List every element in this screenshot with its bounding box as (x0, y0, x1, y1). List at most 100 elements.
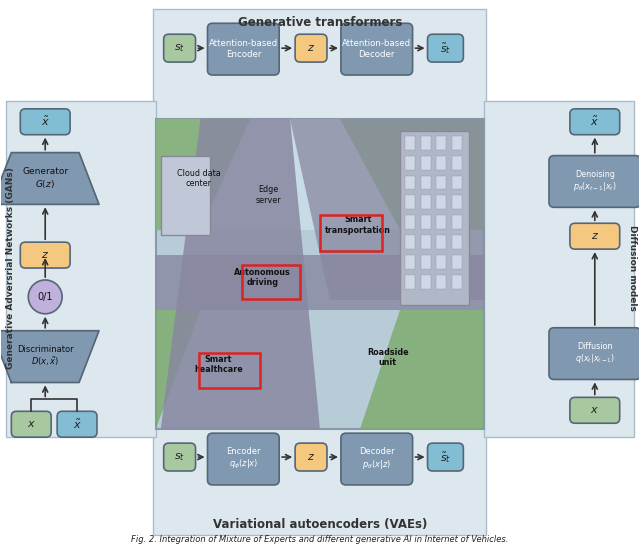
Bar (420, 255, 431, 269)
Bar (452, 255, 462, 269)
Bar (436, 275, 447, 289)
FancyBboxPatch shape (549, 156, 640, 207)
FancyBboxPatch shape (12, 412, 51, 437)
Bar (452, 235, 462, 249)
FancyBboxPatch shape (549, 328, 640, 379)
FancyBboxPatch shape (570, 223, 620, 249)
Bar (404, 196, 415, 209)
Bar (436, 235, 447, 249)
Text: Attention-based
Encoder: Attention-based Encoder (209, 39, 278, 59)
Bar (436, 136, 447, 150)
Text: Autonomous
driving: Autonomous driving (234, 268, 291, 288)
FancyBboxPatch shape (570, 109, 620, 135)
FancyBboxPatch shape (295, 34, 327, 62)
Bar (436, 156, 447, 169)
Text: $s_t$: $s_t$ (174, 42, 185, 54)
Text: $x$: $x$ (590, 406, 599, 415)
Polygon shape (290, 119, 484, 300)
Text: $\tilde{s}_t$: $\tilde{s}_t$ (440, 41, 451, 55)
Bar (420, 215, 431, 229)
Polygon shape (156, 310, 200, 429)
Polygon shape (360, 310, 484, 429)
Text: 0/1: 0/1 (38, 292, 53, 302)
Bar (420, 136, 431, 150)
Bar (452, 136, 462, 150)
Text: Encoder
$q_\phi(z|x)$: Encoder $q_\phi(z|x)$ (226, 447, 260, 471)
FancyBboxPatch shape (570, 397, 620, 423)
Bar (153, 9, 486, 119)
FancyBboxPatch shape (20, 109, 70, 135)
FancyBboxPatch shape (207, 23, 279, 75)
Polygon shape (156, 119, 484, 230)
Bar (420, 196, 431, 209)
Text: Diffusion
$q(x_t|x_{t-1})$: Diffusion $q(x_t|x_{t-1})$ (575, 342, 615, 366)
FancyBboxPatch shape (207, 433, 279, 485)
Bar (6, 101, 156, 437)
Text: $z$: $z$ (41, 250, 49, 260)
Bar (436, 215, 447, 229)
Text: $z$: $z$ (307, 43, 315, 53)
Text: Diffusion models: Diffusion models (628, 225, 637, 311)
Bar (153, 427, 486, 535)
Bar (399, 131, 469, 305)
Bar (320, 215, 381, 251)
Text: Edge
server: Edge server (255, 185, 281, 205)
Text: Attention-based
Decoder: Attention-based Decoder (342, 39, 412, 59)
Bar (404, 255, 415, 269)
Text: $z$: $z$ (591, 231, 599, 241)
Bar (452, 215, 462, 229)
Text: $\tilde{x}$: $\tilde{x}$ (41, 115, 50, 128)
Text: $\tilde{x}$: $\tilde{x}$ (72, 418, 81, 431)
Text: Smart
transportation: Smart transportation (325, 215, 391, 235)
Text: Roadside
unit: Roadside unit (367, 347, 408, 367)
FancyBboxPatch shape (57, 412, 97, 437)
Bar (452, 275, 462, 289)
Bar (452, 156, 462, 169)
FancyBboxPatch shape (341, 23, 413, 75)
Polygon shape (156, 255, 484, 310)
Bar (420, 235, 431, 249)
Text: Discriminator
$D(x, \tilde{x})$: Discriminator $D(x, \tilde{x})$ (17, 345, 74, 368)
Bar (198, 352, 260, 389)
Text: Cloud data
center: Cloud data center (177, 169, 220, 188)
Polygon shape (0, 330, 99, 383)
Text: Generative transformers: Generative transformers (238, 16, 402, 29)
Bar (404, 136, 415, 150)
FancyBboxPatch shape (164, 443, 196, 471)
Text: Denoising
$p_\theta(x_{t-1}|x_t)$: Denoising $p_\theta(x_{t-1}|x_t)$ (573, 169, 617, 193)
Text: $s_t$: $s_t$ (174, 451, 185, 463)
FancyBboxPatch shape (164, 34, 196, 62)
FancyBboxPatch shape (341, 433, 413, 485)
FancyBboxPatch shape (20, 242, 70, 268)
Text: Variational autoencoders (VAEs): Variational autoencoders (VAEs) (213, 518, 427, 530)
Bar (161, 156, 211, 235)
Text: Generator
$G(z)$: Generator $G(z)$ (22, 167, 68, 190)
Bar (404, 156, 415, 169)
Bar (452, 196, 462, 209)
Circle shape (28, 280, 62, 314)
Polygon shape (161, 119, 320, 429)
Bar (404, 235, 415, 249)
Text: Smart
healthcare: Smart healthcare (194, 355, 243, 374)
Text: Decoder
$p_\theta(x|z)$: Decoder $p_\theta(x|z)$ (359, 447, 395, 471)
Text: Fig. 2. Integration of Mixture of Experts and different generative AI in Interne: Fig. 2. Integration of Mixture of Expert… (131, 535, 509, 544)
Bar (420, 175, 431, 190)
Bar (452, 175, 462, 190)
Bar (404, 175, 415, 190)
FancyBboxPatch shape (295, 443, 327, 471)
Bar (420, 156, 431, 169)
Bar (420, 275, 431, 289)
Bar (436, 196, 447, 209)
Text: $\tilde{x}$: $\tilde{x}$ (590, 115, 599, 128)
Polygon shape (340, 119, 484, 230)
Text: Generative Adversrial Networks (GANs): Generative Adversrial Networks (GANs) (6, 167, 15, 369)
Polygon shape (0, 153, 99, 204)
FancyBboxPatch shape (428, 34, 463, 62)
Text: $\tilde{s}_t$: $\tilde{s}_t$ (440, 449, 451, 465)
Bar (243, 265, 300, 299)
Bar (436, 255, 447, 269)
FancyBboxPatch shape (428, 443, 463, 471)
Bar (404, 275, 415, 289)
Text: $x$: $x$ (27, 419, 36, 429)
Text: $z$: $z$ (307, 452, 315, 462)
